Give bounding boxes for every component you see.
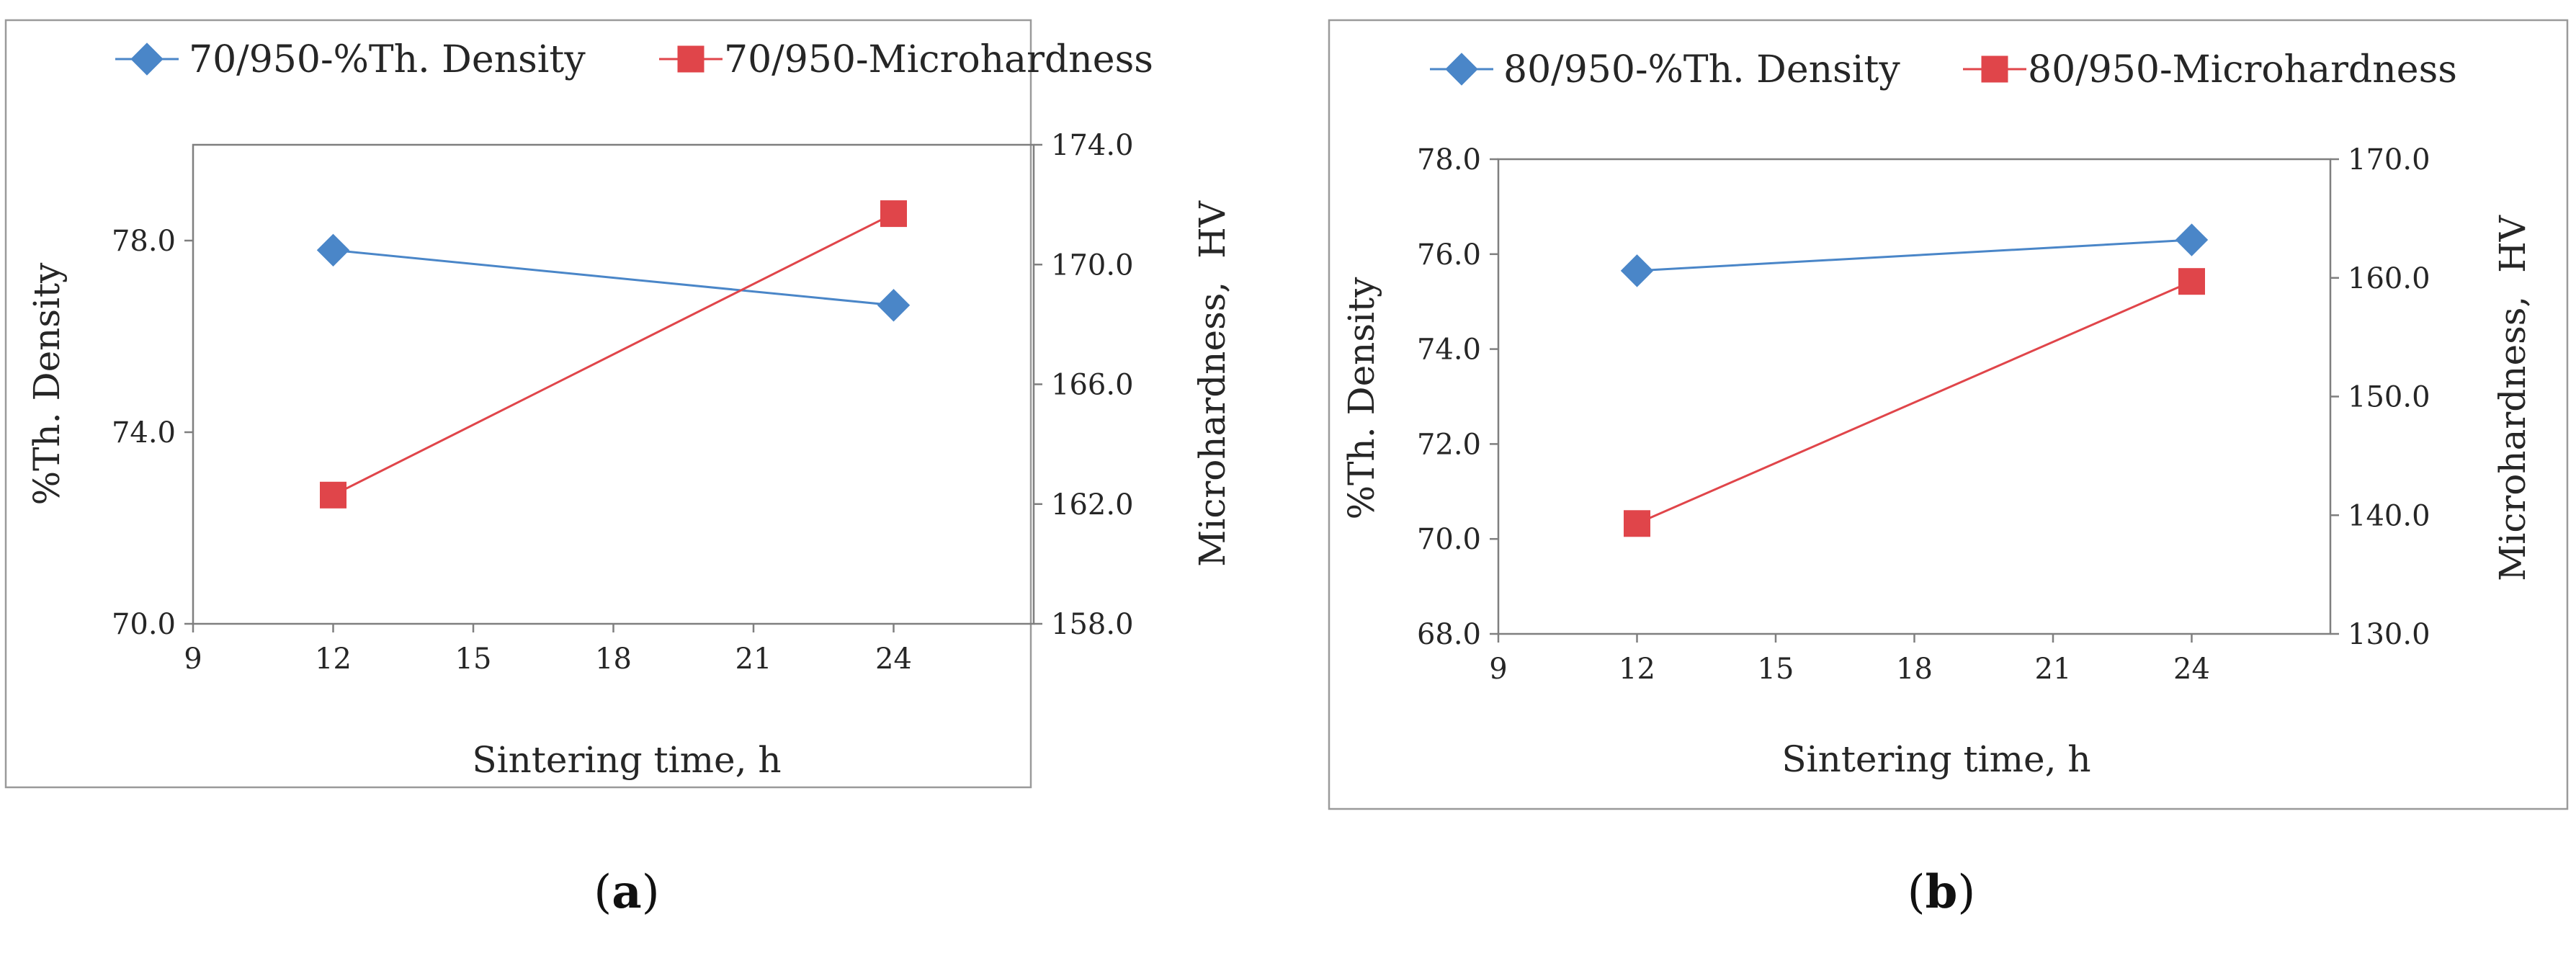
x-tick-label: 24 [2173, 653, 2210, 686]
legend-marker [677, 45, 705, 73]
x-tick-label: 24 [875, 643, 912, 676]
chart-panel-a: 9 12 15 18 21 24 70.0 74.0 78.0 158.0 162.0 166.0 17… [4, 19, 1233, 789]
legend-item: 80/950-Microhardness [1963, 48, 2457, 91]
y-tick-label: 78.0 [112, 225, 176, 258]
legend-label: 70/950-%Th. Density [189, 38, 586, 81]
data-point [316, 233, 350, 267]
series-density [316, 233, 911, 322]
series-line [333, 249, 894, 307]
x-tick-label: 18 [1896, 653, 1933, 686]
y-axis-label: %Th. Density [1341, 277, 1382, 519]
series-line [1636, 280, 2193, 525]
y2-tick-label: 150.0 [2348, 381, 2430, 414]
x-tick-label: 15 [1758, 653, 1794, 686]
series-microhardness [1624, 268, 2205, 537]
chart-border [4, 19, 1032, 789]
chart-border [1328, 19, 2569, 810]
y-axis-label: %Th. Density [26, 262, 68, 505]
data-point [877, 289, 911, 322]
y2-tick-label: 170.0 [2348, 143, 2430, 176]
y-tick-label: 74.0 [112, 416, 176, 449]
legend-item: 70/950-%Th. Density [115, 38, 586, 81]
series-line [1637, 238, 2192, 272]
x-tick-label: 21 [2035, 653, 2072, 686]
y2-axis-label: Microhardness, HV [2492, 215, 2533, 581]
legend-item: 80/950-%Th. Density [1430, 48, 1900, 91]
y-tick-label: 68.0 [1417, 618, 1481, 651]
y-tick-label: 70.0 [1417, 523, 1481, 556]
panel-caption: (b) [1908, 865, 1976, 919]
y2-tick-label: 166.0 [1051, 369, 1134, 402]
series-microhardness [320, 200, 907, 509]
legend-label: 80/950-%Th. Density [1503, 48, 1900, 91]
y-tick-label: 76.0 [1417, 238, 1481, 272]
caption-letter: a [612, 865, 641, 919]
legend-marker [1445, 53, 1478, 86]
y-tick-label: 72.0 [1417, 428, 1481, 461]
series-density [1620, 223, 2209, 287]
y2-tick-label: 170.0 [1051, 249, 1134, 282]
series-line [332, 212, 895, 496]
x-tick-label: 18 [595, 643, 632, 676]
data-point [880, 200, 907, 228]
data-point [2178, 268, 2205, 295]
y2-axis-label: Microhardness, HV [1191, 200, 1233, 567]
y-tick-label: 74.0 [1417, 334, 1481, 367]
legend-marker [1981, 55, 2008, 83]
y-tick-label: 70.0 [112, 608, 176, 641]
y2-tick-label: 130.0 [2348, 618, 2430, 651]
data-point [2175, 223, 2209, 256]
x-tick-label: 15 [455, 643, 492, 676]
x-axis-label: Sintering time, h [472, 739, 781, 781]
caption-letter: b [1926, 865, 1958, 919]
data-point [1620, 254, 1654, 287]
x-axis-label: Sintering time, h [1781, 738, 2090, 780]
chart-panel-b: 9 12 15 18 21 24 68.0 70.0 72.0 74.0 76.0 78.0 130.0… [1328, 19, 2569, 810]
y-tick-label: 78.0 [1417, 143, 1481, 176]
data-point [1624, 510, 1650, 537]
y2-tick-label: 174.0 [1051, 129, 1134, 162]
y2-tick-label: 162.0 [1051, 488, 1134, 522]
y2-tick-label: 160.0 [2348, 262, 2430, 295]
y2-tick-label: 158.0 [1051, 608, 1134, 641]
legend-label: 80/950-Microhardness [2028, 48, 2457, 91]
x-tick-label: 12 [1619, 653, 1655, 686]
x-tick-label: 21 [735, 643, 772, 676]
panel-caption: (a) [594, 865, 659, 919]
y2-tick-label: 140.0 [2348, 499, 2430, 532]
data-point [320, 481, 346, 509]
legend-label: 70/950-Microhardness [724, 38, 1153, 81]
x-tick-label: 12 [315, 643, 352, 676]
legend-marker [130, 42, 164, 76]
legend-item: 70/950-Microhardness [659, 38, 1153, 81]
x-tick-label: 9 [1489, 653, 1507, 686]
x-tick-label: 9 [184, 643, 202, 676]
